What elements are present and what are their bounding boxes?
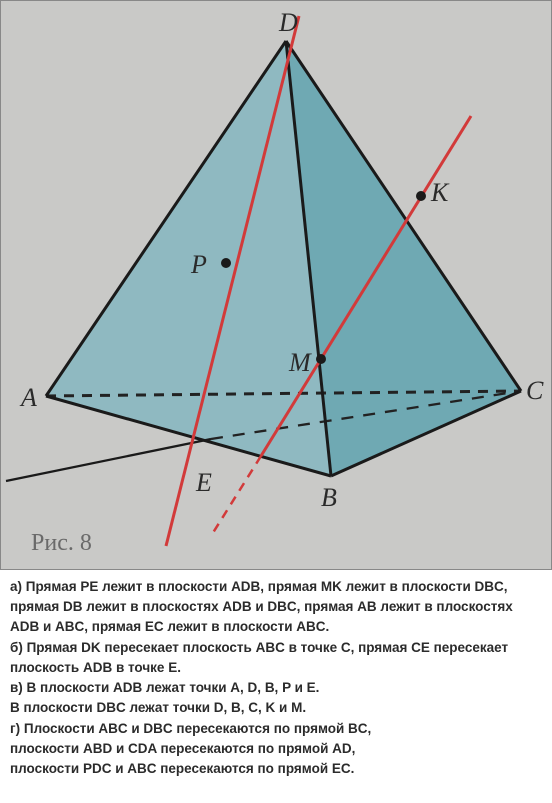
answer-line: ADB и ABC, прямая EC лежит в плоскости A… — [10, 618, 542, 636]
answer-panel: а) Прямая PE лежит в плоскости ADB, прям… — [0, 570, 552, 790]
figure-caption: Рис. 8 — [31, 530, 92, 557]
line-EC-extension — [6, 439, 211, 481]
answer-line: прямая DB лежит в плоскостях ADB и DBC, … — [10, 598, 542, 616]
answer-line: В плоскости DBC лежат точки D, B, C, K и… — [10, 699, 542, 717]
label-A: A — [19, 383, 37, 412]
answer-line: в) В плоскости ADB лежат точки A, D, B, … — [10, 679, 542, 697]
label-D: D — [278, 8, 298, 37]
answer-line: б) Прямая DK пересекает плоскость ABC в … — [10, 639, 542, 657]
label-P: P — [190, 250, 207, 279]
answer-line: г) Плоскости ABC и DBC пересекаются по п… — [10, 720, 542, 738]
label-B: B — [321, 483, 337, 512]
figure-panel: A B C D E P M K Рис. 8 — [0, 0, 552, 570]
answer-line: плоскость ADB в точке E. — [10, 659, 542, 677]
point-M — [316, 354, 326, 364]
answer-line: а) Прямая PE лежит в плоскости ADB, прям… — [10, 578, 542, 596]
label-M: M — [288, 348, 312, 377]
label-C: C — [526, 376, 544, 405]
answer-line: плоскости PDC и ABC пересекаются по прям… — [10, 760, 542, 778]
pyramid-diagram: A B C D E P M K — [1, 1, 552, 556]
point-K — [416, 191, 426, 201]
label-K: K — [430, 178, 450, 207]
label-E: E — [195, 468, 212, 497]
point-P — [221, 258, 231, 268]
line-MK-red-lower — [211, 456, 261, 536]
answer-line: плоскости ABD и CDA пересекаются по прям… — [10, 740, 542, 758]
